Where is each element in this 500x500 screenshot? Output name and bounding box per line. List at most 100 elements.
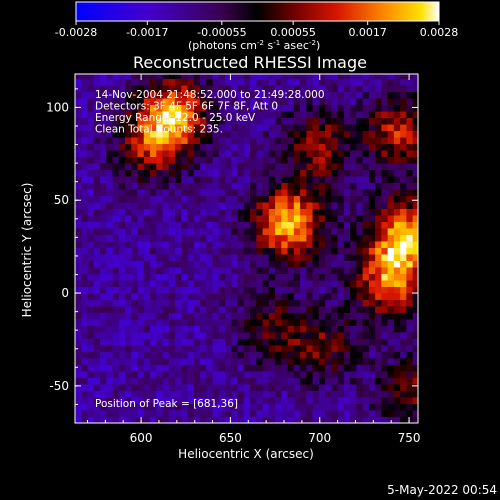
heatmap-cell bbox=[250, 78, 257, 86]
heatmap-cell bbox=[237, 358, 245, 365]
heatmap-cell bbox=[250, 364, 257, 372]
heatmap-cell bbox=[118, 280, 126, 287]
heatmap-cell bbox=[331, 156, 339, 164]
heatmap-cell bbox=[131, 98, 138, 106]
heatmap-cell bbox=[218, 189, 226, 196]
heatmap-cell bbox=[81, 208, 88, 216]
heatmap-cell bbox=[150, 221, 157, 229]
heatmap-cell bbox=[150, 384, 157, 391]
heatmap-cell bbox=[212, 241, 220, 248]
heatmap-cell bbox=[300, 306, 307, 313]
heatmap-cell bbox=[193, 280, 201, 287]
heatmap-cell bbox=[406, 98, 414, 106]
heatmap-cell bbox=[200, 215, 207, 222]
heatmap-cell bbox=[87, 78, 95, 86]
heatmap-cell bbox=[156, 98, 163, 106]
heatmap-cell bbox=[162, 338, 170, 346]
heatmap-cell bbox=[400, 293, 407, 300]
heatmap-cell bbox=[356, 74, 364, 80]
heatmap-cell bbox=[268, 234, 276, 242]
heatmap-cell bbox=[175, 78, 182, 86]
heatmap-cell bbox=[100, 390, 107, 398]
heatmap-cell bbox=[406, 124, 414, 132]
heatmap-cell bbox=[100, 410, 107, 417]
heatmap-cell bbox=[87, 143, 95, 151]
heatmap-cell bbox=[393, 280, 401, 287]
heatmap-cell bbox=[337, 319, 345, 326]
heatmap-cell bbox=[243, 91, 251, 99]
heatmap-cell bbox=[106, 325, 113, 333]
heatmap-cell bbox=[293, 267, 301, 274]
heatmap-cell bbox=[325, 124, 332, 132]
heatmap-cell bbox=[237, 124, 245, 132]
heatmap-cell bbox=[237, 163, 245, 171]
heatmap-cell bbox=[368, 74, 376, 80]
heatmap-cell bbox=[181, 156, 188, 164]
heatmap-cell bbox=[250, 124, 257, 132]
heatmap-cell bbox=[200, 208, 207, 216]
heatmap-cell bbox=[287, 137, 295, 145]
heatmap-cell bbox=[337, 390, 345, 398]
heatmap-cell bbox=[206, 345, 213, 352]
heatmap-cell bbox=[387, 377, 395, 385]
heatmap-cell bbox=[306, 416, 313, 423]
heatmap-cell bbox=[250, 163, 257, 171]
heatmap-cell bbox=[181, 260, 188, 268]
heatmap-cell bbox=[93, 182, 101, 190]
heatmap-cell bbox=[312, 384, 320, 391]
heatmap-cell bbox=[368, 312, 376, 320]
heatmap-cell bbox=[112, 104, 120, 112]
heatmap-cell bbox=[337, 228, 345, 235]
heatmap-cell bbox=[81, 358, 88, 365]
heatmap-cell bbox=[250, 208, 257, 216]
heatmap-cell bbox=[212, 377, 220, 385]
heatmap-cell bbox=[162, 260, 170, 268]
heatmap-cell bbox=[181, 390, 188, 398]
heatmap-cell bbox=[400, 299, 407, 307]
heatmap-cell bbox=[350, 286, 357, 294]
heatmap-cell bbox=[281, 247, 288, 255]
heatmap-cell bbox=[318, 202, 326, 209]
heatmap-cell bbox=[231, 397, 238, 404]
heatmap-cell bbox=[275, 416, 282, 423]
heatmap-cell bbox=[306, 403, 313, 411]
heatmap-cell bbox=[81, 169, 88, 177]
heatmap-cell bbox=[368, 169, 376, 177]
heatmap-cell bbox=[81, 390, 88, 398]
heatmap-cell bbox=[262, 98, 270, 106]
heatmap-cell bbox=[350, 137, 357, 145]
heatmap-cell bbox=[193, 247, 201, 255]
heatmap-cell bbox=[87, 208, 95, 216]
heatmap-cell bbox=[131, 390, 138, 398]
heatmap-cell bbox=[100, 280, 107, 287]
heatmap-cell bbox=[162, 234, 170, 242]
heatmap-cell bbox=[181, 410, 188, 417]
heatmap-cell bbox=[75, 124, 82, 132]
heatmap-cell bbox=[81, 91, 88, 99]
heatmap-cell bbox=[231, 150, 238, 158]
heatmap-cell bbox=[387, 338, 395, 346]
heatmap-cell bbox=[250, 273, 257, 281]
heatmap-cell bbox=[368, 358, 376, 365]
heatmap-cell bbox=[275, 228, 282, 235]
heatmap-cell bbox=[375, 163, 382, 171]
heatmap-cell bbox=[331, 358, 339, 365]
heatmap-cell bbox=[281, 85, 288, 93]
heatmap-cell bbox=[168, 416, 176, 423]
heatmap-cell bbox=[393, 403, 401, 411]
heatmap-cell bbox=[137, 228, 145, 235]
heatmap-cell bbox=[331, 293, 339, 300]
heatmap-cell bbox=[93, 390, 101, 398]
heatmap-cell bbox=[231, 254, 238, 261]
heatmap-cell bbox=[175, 345, 182, 352]
heatmap-cell bbox=[168, 163, 176, 171]
heatmap-cell bbox=[306, 371, 313, 378]
heatmap-cell bbox=[212, 150, 220, 158]
heatmap-cell bbox=[87, 221, 95, 229]
heatmap-cell bbox=[237, 182, 245, 190]
heatmap-cell bbox=[381, 338, 389, 346]
heatmap-cell bbox=[118, 195, 126, 203]
heatmap-cell bbox=[200, 338, 207, 346]
heatmap-cell bbox=[200, 397, 207, 404]
heatmap-cell bbox=[193, 345, 201, 352]
